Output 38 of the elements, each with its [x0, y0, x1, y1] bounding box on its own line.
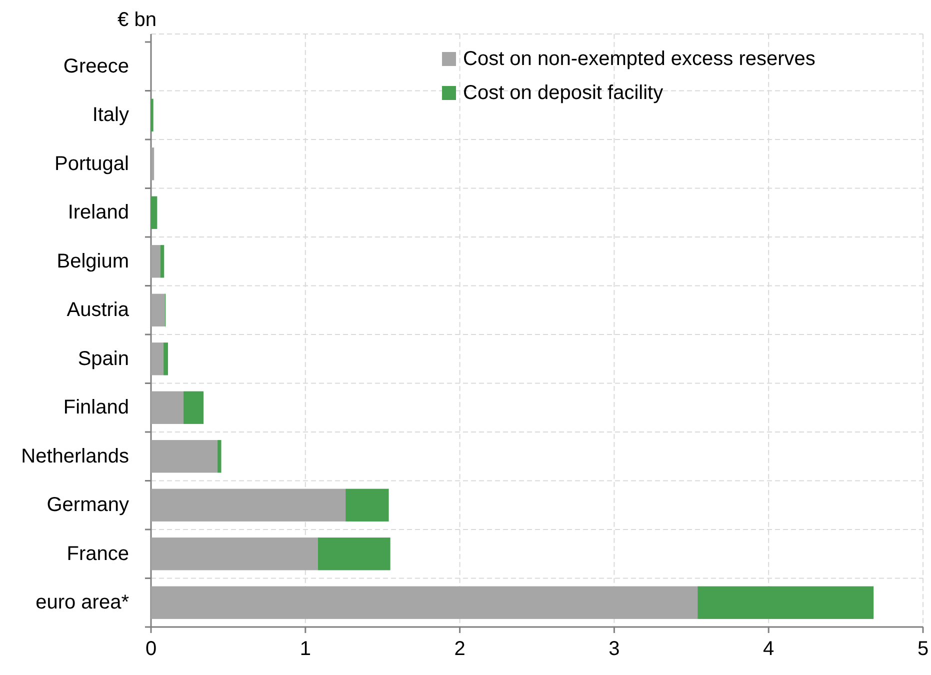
bar: [318, 538, 390, 570]
x-tick-label: 5: [917, 638, 929, 660]
bar: [151, 586, 698, 619]
y-tick-label: Germany: [46, 494, 129, 516]
y-tick-label: Austria: [66, 299, 130, 322]
x-tick-label: 2: [454, 638, 466, 660]
bar: [151, 196, 158, 229]
y-tick-label: Belgium: [56, 250, 129, 272]
bar: [217, 440, 222, 473]
bar: [151, 148, 154, 180]
bar: [151, 391, 184, 424]
legend-label: Cost on deposit facility: [463, 82, 664, 104]
y-axis-title: € bn: [118, 9, 156, 31]
y-tick-label: Ireland: [68, 202, 129, 224]
bar: [698, 586, 874, 619]
y-tick-label: Greece: [63, 55, 129, 78]
y-tick-label: Spain: [78, 348, 129, 370]
x-tick-label: 0: [145, 638, 157, 660]
bar: [151, 488, 346, 522]
y-tick-label: euro area*: [36, 592, 130, 614]
x-tick-label: 1: [300, 638, 311, 660]
y-tick-label: France: [66, 542, 129, 565]
y-tick-label: Netherlands: [21, 445, 129, 468]
bar: [151, 342, 164, 376]
bar: [151, 294, 165, 326]
bar: [151, 440, 218, 473]
bar: [151, 245, 160, 278]
y-tick-label: Italy: [92, 104, 129, 126]
y-tick-label: Portugal: [54, 152, 129, 175]
bar: [183, 391, 204, 424]
bar: [151, 538, 318, 570]
bar: [346, 488, 389, 522]
x-tick-label: 3: [608, 638, 620, 660]
bar: [160, 245, 164, 278]
y-tick-label: Finland: [63, 396, 129, 419]
bar: [163, 342, 168, 376]
legend-label: Cost on non-exempted excess reserves: [463, 48, 816, 70]
x-tick-label: 4: [763, 638, 774, 660]
